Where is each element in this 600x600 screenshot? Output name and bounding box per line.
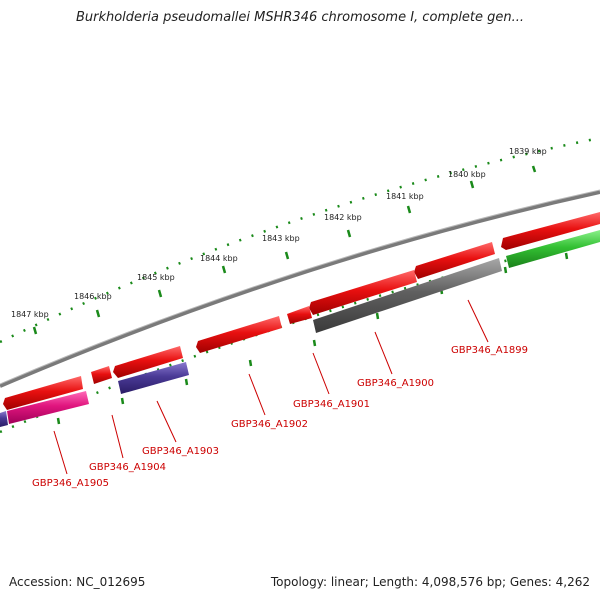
gene-arrow-red[interactable] <box>3 376 83 410</box>
gene-arrow-purple[interactable] <box>0 411 8 427</box>
gene-arrow-red[interactable] <box>501 212 600 250</box>
gene-arrow-magenta[interactable] <box>7 391 89 424</box>
map-title: Burkholderia pseudomallei MSHR346 chromo… <box>75 10 525 25</box>
topology-text: Topology: linear; Length: 4,098,576 bp; … <box>270 575 590 589</box>
gene-arrow-red[interactable] <box>113 346 183 378</box>
gene-arrow-red[interactable] <box>91 366 112 384</box>
kbp-label-1845: 1845 kbp <box>137 273 175 282</box>
gene-arrow-gray[interactable] <box>313 258 502 333</box>
kbp-major-ticks <box>32 165 537 335</box>
gene-arrow-purple[interactable] <box>118 362 189 394</box>
gene-arrow-green[interactable] <box>506 230 600 268</box>
gene-leader-lines <box>53 299 489 475</box>
kbp-label-1846: 1846 kbp <box>74 292 112 301</box>
reverse-genes <box>0 230 600 427</box>
gene-arrow-red[interactable] <box>414 242 495 279</box>
gene-label-a1903[interactable]: GBP346_A1903 <box>142 446 219 457</box>
kbp-label-1840: 1840 kbp <box>448 170 486 179</box>
kbp-label-1839: 1839 kbp <box>509 147 547 156</box>
forward-genes <box>3 212 600 410</box>
gene-label-a1899[interactable]: GBP346_A1899 <box>451 345 528 356</box>
gene-arrow-red[interactable] <box>287 306 312 324</box>
kbp-label-1841: 1841 kbp <box>386 192 424 201</box>
kbp-label-1847: 1847 kbp <box>11 310 49 319</box>
gene-arrow-red[interactable] <box>309 270 417 315</box>
kbp-label-1844: 1844 kbp <box>200 254 238 263</box>
kbp-label-1842: 1842 kbp <box>324 213 362 222</box>
genome-backbone <box>0 190 600 388</box>
kbp-label-1843: 1843 kbp <box>262 234 300 243</box>
gene-arrow-red[interactable] <box>196 316 282 353</box>
gene-label-a1902[interactable]: GBP346_A1902 <box>231 419 308 430</box>
gene-label-a1901[interactable]: GBP346_A1901 <box>293 399 370 410</box>
accession-text: Accession: NC_012695 <box>9 575 146 589</box>
gene-label-a1900[interactable]: GBP346_A1900 <box>357 378 434 389</box>
gene-label-a1904[interactable]: GBP346_A1904 <box>89 462 166 473</box>
gene-label-a1905[interactable]: GBP346_A1905 <box>32 478 109 489</box>
